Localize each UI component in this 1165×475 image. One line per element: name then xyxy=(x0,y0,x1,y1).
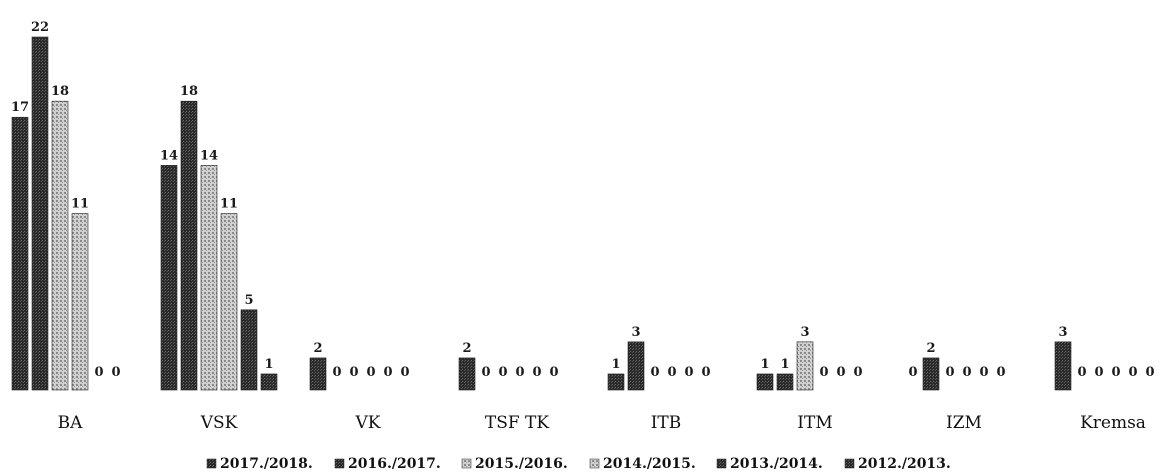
value-label: 0 xyxy=(332,365,341,380)
value-label: 0 xyxy=(996,365,1005,380)
value-label: 0 xyxy=(532,365,541,380)
value-label: 14 xyxy=(200,148,218,163)
value-label: 0 xyxy=(853,365,862,380)
value-label: 11 xyxy=(71,197,89,212)
value-label: 0 xyxy=(667,365,676,380)
bar-0-1 xyxy=(31,36,49,391)
value-label: 0 xyxy=(979,365,988,380)
value-label: 0 xyxy=(945,365,954,380)
value-label: 0 xyxy=(1145,365,1154,380)
value-label: 1 xyxy=(264,357,273,372)
bar-6-1 xyxy=(922,357,940,391)
value-label: 1 xyxy=(611,357,620,372)
value-label: 0 xyxy=(111,365,120,380)
value-label: 0 xyxy=(836,365,845,380)
value-label: 5 xyxy=(244,293,253,308)
legend: 2017./2018. 2016./2017. 2015./2016. 2014./2… xyxy=(206,456,951,472)
value-label: 0 xyxy=(701,365,710,380)
value-label: 2 xyxy=(462,341,471,356)
category-label: IZM xyxy=(946,413,982,433)
bar-4-1 xyxy=(627,341,645,391)
value-label: 0 xyxy=(819,365,828,380)
bar-2-0 xyxy=(309,357,327,391)
category-labels-layer: BA VSK VK TSF TK ITB ITM IZM Kremsa xyxy=(58,413,1146,433)
value-label: 18 xyxy=(180,84,198,99)
bar-3-0 xyxy=(458,357,476,391)
value-label: 0 xyxy=(908,365,917,380)
legend-label: 2012./2013. xyxy=(858,456,951,472)
category-label: ITB xyxy=(651,413,682,433)
value-label: 0 xyxy=(1094,365,1103,380)
value-label: 0 xyxy=(962,365,971,380)
bar-0-0 xyxy=(11,116,29,391)
value-label: 0 xyxy=(366,365,375,380)
value-label: 0 xyxy=(684,365,693,380)
value-label: 0 xyxy=(94,365,103,380)
value-label: 22 xyxy=(31,20,49,35)
value-label: 18 xyxy=(51,84,69,99)
legend-swatch xyxy=(716,458,727,469)
category-label: Kremsa xyxy=(1080,413,1146,433)
legend-label: 2013./2014. xyxy=(730,456,823,472)
legend-swatch xyxy=(589,458,600,469)
bar-5-2 xyxy=(796,341,814,391)
bar-4-0 xyxy=(607,373,625,391)
value-label: 0 xyxy=(400,365,409,380)
value-label: 0 xyxy=(650,365,659,380)
value-label: 0 xyxy=(1111,365,1120,380)
value-label: 11 xyxy=(220,197,238,212)
legend-swatch xyxy=(206,458,217,469)
bar-1-0 xyxy=(160,165,178,391)
category-label: VK xyxy=(355,413,381,433)
legend-swatch xyxy=(334,458,345,469)
legend-swatch xyxy=(461,458,472,469)
value-label: 1 xyxy=(780,357,789,372)
value-label: 1 xyxy=(760,357,769,372)
category-label: BA xyxy=(58,413,83,433)
legend-label: 2015./2016. xyxy=(475,456,568,472)
legend-label: 2017./2018. xyxy=(220,456,313,472)
bar-0-2 xyxy=(51,100,69,391)
bar-1-2 xyxy=(200,165,218,391)
value-label: 3 xyxy=(1058,325,1067,340)
value-label: 0 xyxy=(481,365,490,380)
value-label: 0 xyxy=(515,365,524,380)
value-label: 0 xyxy=(349,365,358,380)
category-label: ITM xyxy=(797,413,832,433)
value-label: 3 xyxy=(800,325,809,340)
legend-label: 2014./2015. xyxy=(603,456,696,472)
value-label: 2 xyxy=(926,341,935,356)
bar-1-3 xyxy=(220,213,238,391)
value-label: 0 xyxy=(383,365,392,380)
bars-layer xyxy=(11,36,1072,391)
value-label: 17 xyxy=(11,100,29,115)
value-label: 0 xyxy=(549,365,558,380)
value-label: 0 xyxy=(1128,365,1137,380)
category-label: TSF TK xyxy=(485,413,550,433)
value-label: 0 xyxy=(1077,365,1086,380)
legend-label: 2016./2017. xyxy=(348,456,441,472)
value-label: 3 xyxy=(631,325,640,340)
legend-swatch xyxy=(844,458,855,469)
bar-1-5 xyxy=(260,373,278,391)
category-label: VSK xyxy=(200,413,238,433)
bar-0-3 xyxy=(71,213,89,391)
bar-5-1 xyxy=(776,373,794,391)
bar-1-1 xyxy=(180,100,198,391)
value-label: 2 xyxy=(313,341,322,356)
value-label: 0 xyxy=(498,365,507,380)
value-label: 14 xyxy=(160,148,178,163)
bar-7-0 xyxy=(1054,341,1072,391)
bar-5-0 xyxy=(756,373,774,391)
bar-1-4 xyxy=(240,309,258,391)
